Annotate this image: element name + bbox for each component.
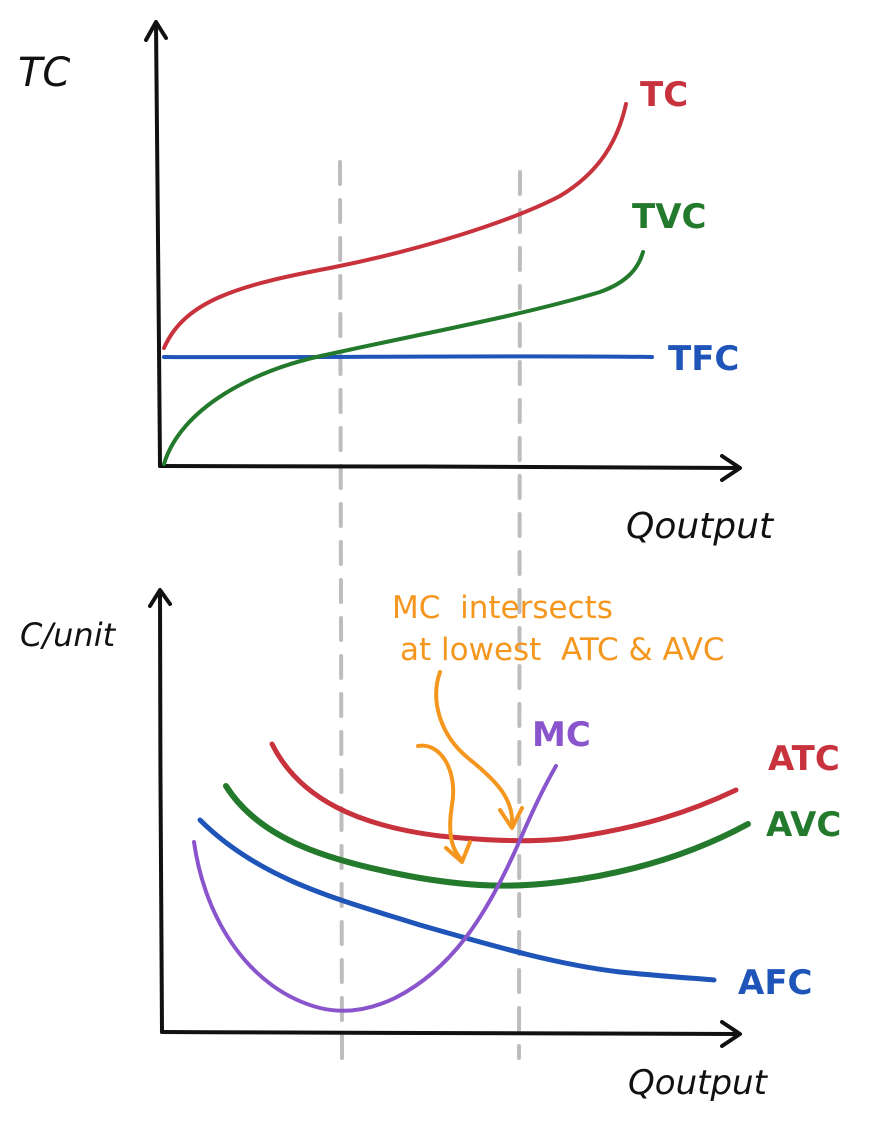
tc-curve: [162, 102, 628, 350]
top-y-axis: [154, 22, 162, 468]
annotation-arrowhead-avc: [444, 840, 472, 864]
annotation-arrow-to-atc: [434, 670, 515, 828]
annotation-arrow-to-avc: [416, 743, 464, 862]
guide-line-min-mc: [338, 160, 344, 1060]
bottom-x-axis-arrow: [720, 1020, 742, 1048]
guide-line-min-atc: [517, 170, 522, 1060]
tvc-label: TVC: [632, 197, 706, 237]
top-x-axis-arrow: [720, 454, 742, 482]
annotation-line-2: at lowest ATC & AVC: [400, 632, 725, 668]
tvc-curve: [162, 250, 645, 466]
bottom-y-axis-arrow: [148, 588, 172, 608]
bottom-chart: C/unit Qoutput MC intersects at lowest A…: [20, 588, 841, 1103]
atc-label: ATC: [768, 739, 840, 779]
top-x-axis-label: Qoutput: [626, 506, 775, 547]
afc-label: AFC: [738, 963, 813, 1003]
annotation-arrowhead-atc: [498, 806, 524, 830]
mc-curve: [192, 764, 558, 1013]
avc-curve: [223, 783, 751, 889]
bottom-x-axis-label: Qoutput: [628, 1063, 769, 1103]
mc-label: MC: [532, 715, 591, 755]
bottom-y-axis-label: C/unit: [20, 616, 117, 654]
tfc-curve: [162, 354, 654, 360]
annotation-line-1: MC intersects: [392, 590, 613, 626]
afc-curve: [197, 817, 717, 983]
top-y-axis-label: TC: [18, 50, 70, 96]
atc-curve: [269, 741, 739, 844]
top-chart: TC Qoutput TC TVC TFC: [18, 20, 775, 547]
bottom-x-axis: [160, 1030, 740, 1036]
top-y-axis-arrow: [144, 20, 168, 42]
avc-label: AVC: [766, 805, 841, 845]
tfc-label: TFC: [668, 339, 739, 379]
bottom-y-axis: [158, 590, 164, 1034]
tc-label: TC: [640, 75, 688, 115]
top-x-axis: [158, 464, 740, 470]
